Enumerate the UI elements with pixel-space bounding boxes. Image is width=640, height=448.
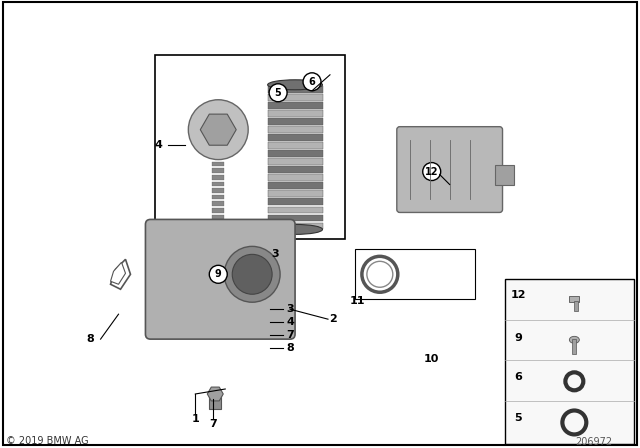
Ellipse shape: [570, 336, 579, 343]
Text: 3: 3: [271, 250, 279, 259]
Bar: [268, 215, 323, 221]
Bar: [212, 202, 224, 206]
Bar: [268, 102, 323, 109]
Bar: [212, 235, 224, 239]
Text: 5: 5: [275, 88, 282, 98]
Bar: [212, 208, 224, 213]
Bar: [156, 55, 345, 239]
Circle shape: [232, 254, 272, 294]
Bar: [268, 166, 323, 173]
Text: 2: 2: [329, 314, 337, 324]
Bar: [268, 134, 323, 141]
Circle shape: [209, 265, 227, 283]
Bar: [504, 279, 634, 444]
Text: 9: 9: [515, 333, 522, 343]
Text: 12: 12: [511, 290, 526, 300]
Text: 6: 6: [308, 77, 316, 87]
Bar: [212, 195, 224, 199]
Bar: [268, 207, 323, 213]
Bar: [212, 175, 224, 180]
Text: 8: 8: [86, 334, 95, 344]
Circle shape: [188, 100, 248, 159]
Text: 6: 6: [515, 372, 522, 382]
Bar: [212, 221, 224, 226]
Text: 3: 3: [286, 304, 294, 314]
Ellipse shape: [268, 224, 323, 234]
Text: © 2019 BMW AG: © 2019 BMW AG: [6, 436, 88, 446]
Bar: [268, 190, 323, 197]
Text: 7: 7: [286, 330, 294, 340]
Text: 4: 4: [286, 317, 294, 327]
Bar: [268, 86, 323, 93]
Text: 12: 12: [425, 167, 438, 177]
Text: 5: 5: [515, 414, 522, 423]
Bar: [268, 118, 323, 125]
Bar: [268, 110, 323, 117]
Text: 8: 8: [286, 343, 294, 353]
Bar: [268, 150, 323, 157]
Bar: [574, 301, 579, 311]
Polygon shape: [207, 387, 223, 401]
Circle shape: [303, 73, 321, 91]
Bar: [268, 142, 323, 149]
Bar: [268, 174, 323, 181]
Bar: [572, 339, 577, 354]
Text: 10: 10: [424, 354, 440, 364]
Text: 9: 9: [215, 269, 221, 279]
Bar: [268, 223, 323, 229]
Bar: [355, 250, 475, 299]
Polygon shape: [214, 273, 222, 281]
Bar: [268, 94, 323, 101]
Bar: [268, 126, 323, 133]
Bar: [212, 181, 224, 186]
FancyBboxPatch shape: [145, 220, 295, 339]
Text: 11: 11: [350, 296, 365, 306]
Text: 1: 1: [191, 414, 199, 424]
Text: 7: 7: [209, 419, 217, 429]
Circle shape: [269, 84, 287, 102]
Polygon shape: [200, 114, 236, 145]
Text: 206972: 206972: [576, 437, 613, 447]
Bar: [570, 296, 579, 302]
Circle shape: [224, 246, 280, 302]
Bar: [212, 228, 224, 233]
Bar: [212, 215, 224, 220]
Bar: [268, 182, 323, 189]
Bar: [212, 188, 224, 193]
Text: 4: 4: [154, 140, 163, 150]
Bar: [268, 198, 323, 205]
Bar: [495, 164, 515, 185]
Bar: [212, 168, 224, 173]
Circle shape: [423, 163, 441, 181]
Bar: [268, 158, 323, 165]
Polygon shape: [111, 263, 125, 284]
Bar: [209, 394, 221, 409]
Bar: [212, 162, 224, 166]
Ellipse shape: [268, 80, 323, 90]
FancyBboxPatch shape: [397, 127, 502, 212]
